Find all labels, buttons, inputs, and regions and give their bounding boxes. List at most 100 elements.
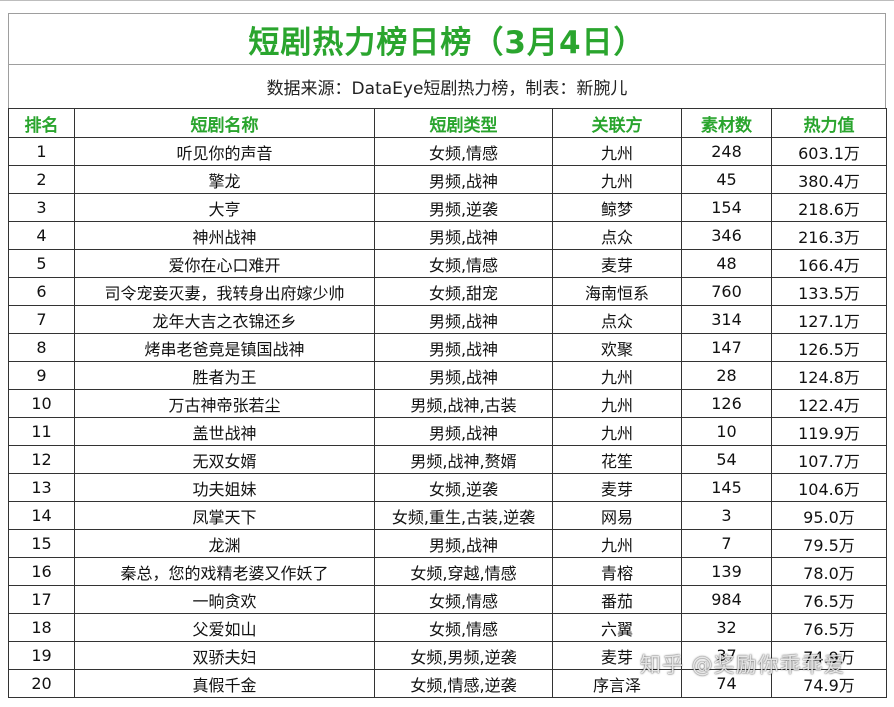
cell-partner: 九州 [552, 389, 682, 418]
table-row: 8 烤串老爸竟是镇国战神 男频,战神 欢聚 147 126.5万 [8, 333, 887, 362]
cell-genre: 男频,战神 [374, 361, 553, 390]
cell-genre: 女频,情感 [374, 249, 553, 278]
header-materials: 素材数 [681, 108, 772, 138]
cell-title: 擎龙 [74, 165, 375, 194]
table-row: 10 万古神帝张若尘 男频,战神,古装 九州 126 122.4万 [8, 389, 887, 418]
cell-partner: 欢聚 [552, 333, 682, 362]
table-row: 14 凤掌天下 女频,重生,古装,逆袭 网易 3 95.0万 [8, 501, 887, 530]
header-heat: 热力值 [771, 108, 887, 138]
cell-genre: 女频,情感 [374, 585, 553, 614]
cell-partner: 序言泽 [552, 669, 682, 698]
cell-materials: 139 [681, 557, 772, 586]
cell-rank: 13 [8, 473, 75, 502]
cell-rank: 12 [8, 445, 75, 474]
cell-partner: 点众 [552, 305, 682, 334]
cell-materials: 32 [681, 613, 772, 642]
cell-rank: 14 [8, 501, 75, 530]
title-row: 短剧热力榜日榜（3月4日） [8, 13, 886, 65]
table-row: 17 一晌贪欢 女频,情感 番茄 984 76.5万 [8, 585, 887, 614]
ranking-table: 排名 短剧名称 短剧类型 关联方 素材数 热力值 1 听见你的声音 女频,情感 九州 2… [8, 108, 887, 698]
table-row: 15 龙渊 男频,战神 九州 7 79.5万 [8, 529, 887, 558]
cell-rank: 19 [8, 641, 75, 670]
cell-materials: 147 [681, 333, 772, 362]
cell-heat: 107.7万 [771, 445, 887, 474]
table-row: 5 爱你在心口难开 女频,情感 麦芽 48 166.4万 [8, 249, 887, 278]
cell-rank: 2 [8, 165, 75, 194]
cell-partner: 番茄 [552, 585, 682, 614]
cell-title: 龙渊 [74, 529, 375, 558]
cell-materials: 7 [681, 529, 772, 558]
cell-heat: 124.8万 [771, 361, 887, 390]
cell-title: 无双女婿 [74, 445, 375, 474]
cell-title: 父爱如山 [74, 613, 375, 642]
cell-heat: 104.6万 [771, 473, 887, 502]
cell-title: 司令宠妾灭妻，我转身出府嫁少帅 [74, 277, 375, 306]
cell-rank: 15 [8, 529, 75, 558]
cell-rank: 1 [8, 137, 75, 166]
cell-partner: 海南恒系 [552, 277, 682, 306]
cell-heat: 76.5万 [771, 613, 887, 642]
header-genre: 短剧类型 [374, 108, 553, 138]
cell-heat: 216.3万 [771, 221, 887, 250]
cell-heat: 218.6万 [771, 193, 887, 222]
header-partner: 关联方 [552, 108, 682, 138]
header-row: 排名 短剧名称 短剧类型 关联方 素材数 热力值 [8, 108, 887, 138]
cell-rank: 7 [8, 305, 75, 334]
cell-partner: 九州 [552, 137, 682, 166]
cell-genre: 男频,战神 [374, 305, 553, 334]
cell-partner: 九州 [552, 417, 682, 446]
cell-partner: 鲸梦 [552, 193, 682, 222]
cell-heat: 126.5万 [771, 333, 887, 362]
table-row: 4 神州战神 男频,战神 点众 346 216.3万 [8, 221, 887, 250]
cell-partner: 九州 [552, 361, 682, 390]
cell-heat: 133.5万 [771, 277, 887, 306]
cell-materials: 760 [681, 277, 772, 306]
table-row: 2 擎龙 男频,战神 九州 45 380.4万 [8, 165, 887, 194]
cell-partner: 花笙 [552, 445, 682, 474]
header-rank: 排名 [8, 108, 75, 138]
cell-heat: 74.9万 [771, 641, 887, 670]
cell-genre: 女频,甜宠 [374, 277, 553, 306]
cell-title: 盖世战神 [74, 417, 375, 446]
cell-rank: 5 [8, 249, 75, 278]
cell-heat: 119.9万 [771, 417, 887, 446]
cell-partner: 六翼 [552, 613, 682, 642]
cell-rank: 8 [8, 333, 75, 362]
cell-rank: 18 [8, 613, 75, 642]
cell-genre: 女频,情感 [374, 613, 553, 642]
cell-partner: 点众 [552, 221, 682, 250]
header-title: 短剧名称 [74, 108, 375, 138]
table-row: 9 胜者为王 男频,战神 九州 28 124.8万 [8, 361, 887, 390]
cell-rank: 10 [8, 389, 75, 418]
cell-genre: 男频,战神,赘婿 [374, 445, 553, 474]
cell-title: 双骄夫妇 [74, 641, 375, 670]
cell-title: 龙年大吉之衣锦还乡 [74, 305, 375, 334]
cell-materials: 248 [681, 137, 772, 166]
source-row: 数据来源：DataEye短剧热力榜，制表：新腕儿 [8, 65, 886, 108]
cell-materials: 154 [681, 193, 772, 222]
cell-genre: 男频,战神 [374, 529, 553, 558]
cell-materials: 314 [681, 305, 772, 334]
cell-heat: 122.4万 [771, 389, 887, 418]
table-body: 1 听见你的声音 女频,情感 九州 248 603.1万 2 擎龙 男频,战神 九州 45 380.4… [8, 137, 887, 698]
cell-genre: 女频,情感,逆袭 [374, 669, 553, 698]
cell-rank: 9 [8, 361, 75, 390]
cell-materials: 145 [681, 473, 772, 502]
cell-genre: 女频,逆袭 [374, 473, 553, 502]
cell-rank: 16 [8, 557, 75, 586]
table-row: 6 司令宠妾灭妻，我转身出府嫁少帅 女频,甜宠 海南恒系 760 133.5万 [8, 277, 887, 306]
cell-rank: 11 [8, 417, 75, 446]
cell-heat: 603.1万 [771, 137, 887, 166]
cell-rank: 3 [8, 193, 75, 222]
cell-genre: 男频,战神,古装 [374, 389, 553, 418]
source-note: 数据来源：DataEye短剧热力榜，制表：新腕儿 [266, 79, 628, 99]
cell-materials: 74 [681, 669, 772, 698]
cell-materials: 45 [681, 165, 772, 194]
cell-title: 真假千金 [74, 669, 375, 698]
cell-heat: 76.5万 [771, 585, 887, 614]
table-row: 16 秦总，您的戏精老婆又作妖了 女频,穿越,情感 青榕 139 78.0万 [8, 557, 887, 586]
table-row: 11 盖世战神 男频,战神 九州 10 119.9万 [8, 417, 887, 446]
cell-title: 烤串老爸竟是镇国战神 [74, 333, 375, 362]
cell-partner: 九州 [552, 529, 682, 558]
